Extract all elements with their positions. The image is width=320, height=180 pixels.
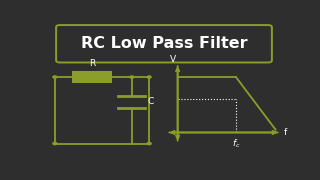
Circle shape — [130, 76, 134, 78]
Circle shape — [53, 76, 57, 78]
Text: V: V — [170, 55, 176, 64]
Circle shape — [53, 142, 57, 145]
Circle shape — [147, 142, 151, 145]
Bar — [72, 71, 112, 83]
Text: $f_c$: $f_c$ — [232, 137, 240, 150]
Text: C: C — [147, 98, 154, 107]
Text: R: R — [89, 59, 95, 68]
FancyBboxPatch shape — [56, 25, 272, 62]
Text: RC Low Pass Filter: RC Low Pass Filter — [81, 36, 247, 51]
Circle shape — [147, 76, 151, 78]
Text: f: f — [284, 128, 287, 137]
